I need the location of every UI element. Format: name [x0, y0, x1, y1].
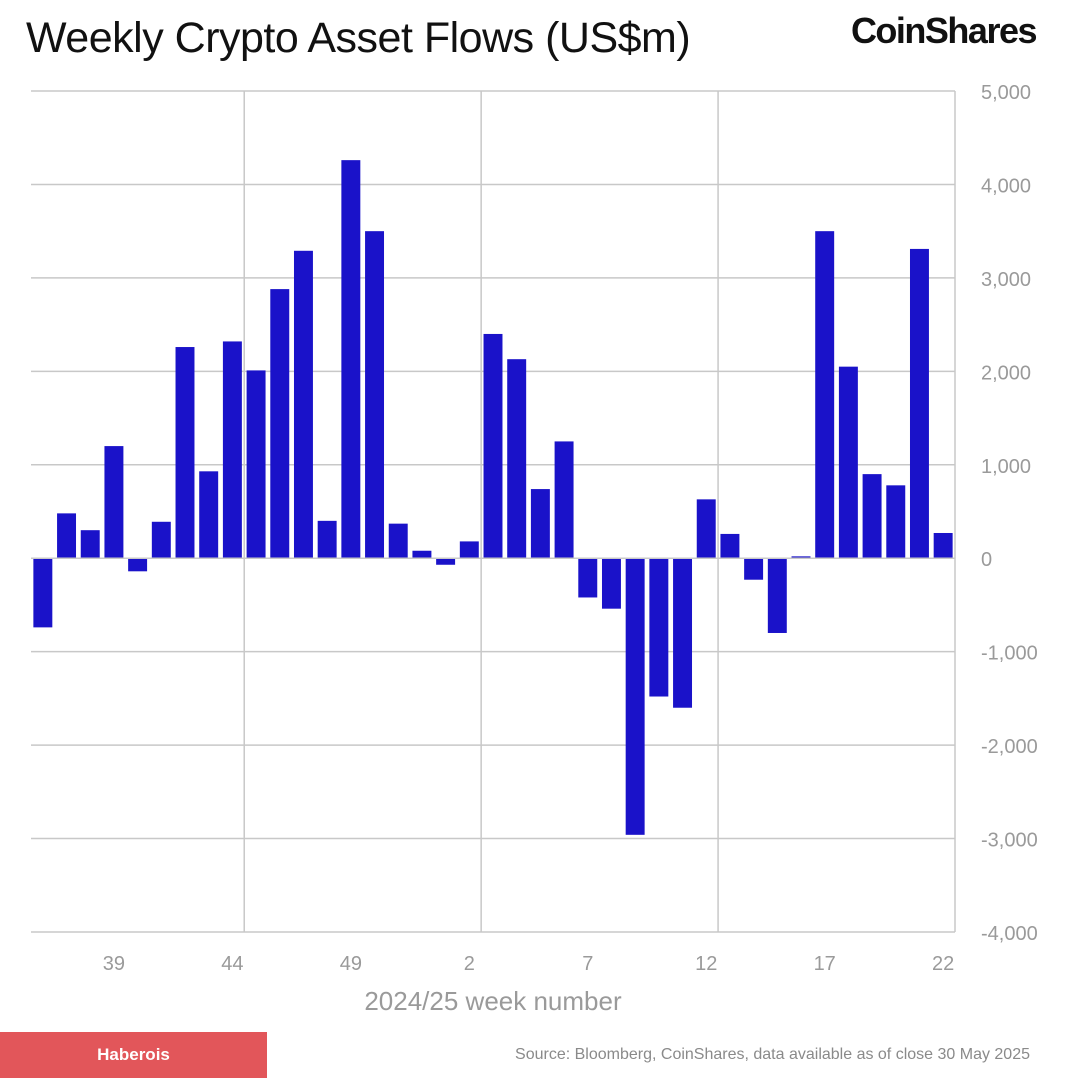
bar-week-3 [483, 333, 503, 559]
bar-week-21 [909, 248, 929, 559]
y-tick-label: -3,000 [981, 830, 1038, 852]
bar-week-9 [625, 558, 645, 835]
bar-week-15 [767, 558, 787, 633]
haberois-badge: Haberois [0, 1032, 267, 1078]
bar-week-13 [720, 533, 740, 559]
x-tick-label: 7 [582, 953, 593, 975]
bar-week-20 [886, 485, 906, 559]
bar-week-7 [578, 558, 598, 598]
bar-week-51 [388, 523, 408, 559]
bar-week-37 [57, 513, 77, 559]
bar-week-40 [128, 558, 148, 572]
y-tick-label: -4,000 [981, 923, 1038, 945]
bar-week-48 [317, 520, 337, 559]
y-tick-label: -2,000 [981, 736, 1038, 758]
x-tick-label: 12 [695, 953, 717, 975]
bar-week-52 [412, 550, 432, 559]
bar-week-11 [673, 558, 693, 708]
bar-week-47 [293, 250, 313, 559]
y-tick-label: 1,000 [981, 456, 1031, 478]
bar-week-2 [459, 541, 479, 559]
source-note: Source: Bloomberg, CoinShares, data avai… [515, 1046, 1030, 1063]
bar-week-39 [104, 446, 124, 559]
x-tick-label: 22 [932, 953, 954, 975]
y-tick-label: 0 [981, 549, 992, 571]
bar-week-45 [246, 370, 266, 559]
badge-label: Haberois [97, 1045, 170, 1064]
bar-week-43 [199, 471, 219, 559]
bar-week-22 [933, 532, 953, 559]
y-tick-label: 3,000 [981, 269, 1031, 291]
bar-week-17 [815, 231, 835, 559]
x-tick-label: 39 [103, 953, 125, 975]
x-tick-label: 17 [814, 953, 836, 975]
x-tick-label: 49 [340, 953, 362, 975]
bar-week-4 [507, 359, 527, 559]
x-tick-label: 2 [464, 953, 475, 975]
bar-week-49 [341, 160, 361, 559]
bar-week-44 [222, 341, 242, 559]
x-axis-title: 2024/25 week number [364, 986, 622, 1016]
bar-chart: 5,000 4,000 3,000 2,000 1,000 0 -1,000 -2,000 -3… [31, 82, 1038, 1016]
y-tick-label: 5,000 [981, 82, 1031, 104]
bar-week-36 [33, 558, 53, 628]
bar-week-46 [270, 289, 290, 559]
bar-week-1 [436, 558, 456, 565]
chart-title: Weekly Crypto Asset Flows (US$m) [26, 14, 691, 62]
x-tick-label: 44 [221, 953, 243, 975]
bar-week-12 [696, 499, 716, 559]
coinshares-logo: CoinShares [850, 10, 1038, 51]
bar-week-18 [838, 366, 858, 559]
bar-week-10 [649, 558, 669, 697]
bar-week-6 [554, 441, 574, 559]
bar-week-19 [862, 474, 882, 559]
bar-week-14 [744, 558, 764, 580]
y-tick-label: -1,000 [981, 643, 1038, 665]
bar-week-5 [530, 489, 550, 559]
bar-week-50 [365, 231, 385, 559]
y-tick-label: 2,000 [981, 362, 1031, 384]
y-tick-label: 4,000 [981, 175, 1031, 197]
bar-week-8 [601, 558, 621, 609]
bar-week-38 [80, 530, 100, 559]
bar-week-41 [151, 521, 171, 559]
bar-week-16 [791, 556, 811, 559]
bar-week-42 [175, 347, 195, 559]
